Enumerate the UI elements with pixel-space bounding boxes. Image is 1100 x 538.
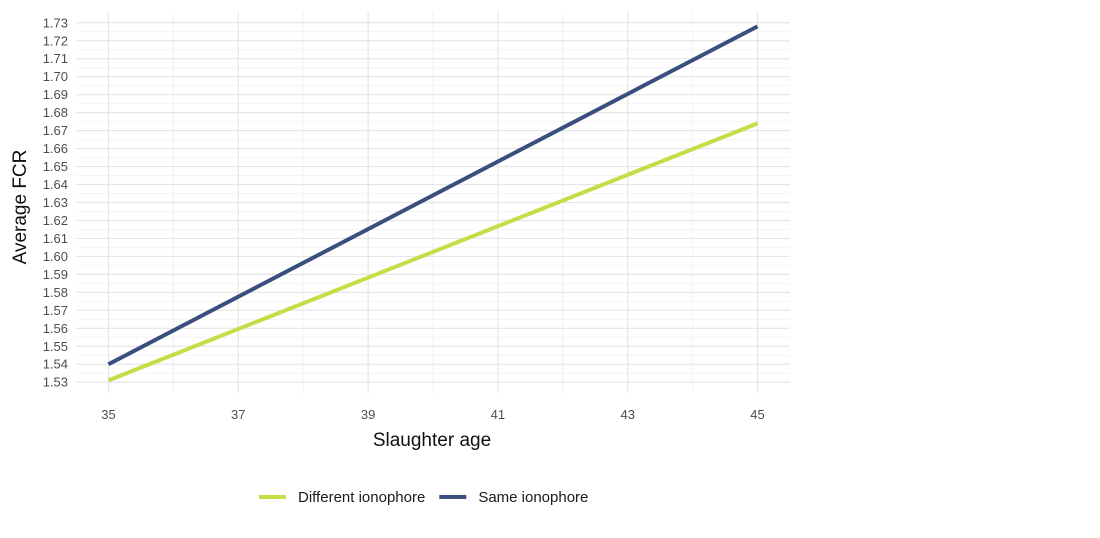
y-tick-label: 1.69 <box>43 87 68 102</box>
x-axis-title: Slaughter age <box>373 430 491 451</box>
legend-label-0: Different ionophore <box>298 489 425 506</box>
y-tick-label: 1.59 <box>43 267 68 282</box>
y-tick-label: 1.68 <box>43 105 68 120</box>
y-tick-label: 1.64 <box>43 177 68 192</box>
minor-gridlines <box>76 12 790 393</box>
y-tick-label: 1.53 <box>43 375 68 390</box>
major-gridlines <box>76 12 790 393</box>
y-tick-label: 1.71 <box>43 51 68 66</box>
y-tick-label: 1.57 <box>43 303 68 318</box>
legend: Different ionophore Same ionophore <box>259 489 588 506</box>
y-tick-label: 1.67 <box>43 123 68 138</box>
series-line-0 <box>107 121 759 383</box>
x-tick-label: 43 <box>620 407 634 422</box>
x-axis-tick-labels: 35 37 39 41 43 45 <box>101 407 765 422</box>
series-lines <box>107 24 759 383</box>
y-tick-label: 1.61 <box>43 231 68 246</box>
x-tick-label: 45 <box>750 407 764 422</box>
y-axis-title: Average FCR <box>10 150 31 265</box>
y-tick-label: 1.65 <box>43 159 68 174</box>
y-tick-label: 1.73 <box>43 15 68 30</box>
y-tick-label: 1.72 <box>43 33 68 48</box>
x-tick-label: 39 <box>361 407 375 422</box>
y-tick-label: 1.58 <box>43 285 68 300</box>
x-tick-label: 41 <box>491 407 505 422</box>
y-tick-label: 1.54 <box>43 357 68 372</box>
y-tick-label: 1.60 <box>43 249 68 264</box>
y-tick-label: 1.66 <box>43 141 68 156</box>
series-line-1 <box>107 24 759 367</box>
y-tick-label: 1.63 <box>43 195 68 210</box>
x-tick-label: 37 <box>231 407 245 422</box>
y-tick-label: 1.62 <box>43 213 68 228</box>
y-tick-label: 1.70 <box>43 69 68 84</box>
x-tick-label: 35 <box>101 407 115 422</box>
y-tick-label: 1.56 <box>43 321 68 336</box>
legend-label-1: Same ionophore <box>478 489 588 506</box>
y-axis-tick-labels: 1.53 1.54 1.55 1.56 1.57 1.58 1.59 1.60 1.61 1.62… <box>43 15 68 389</box>
y-tick-label: 1.55 <box>43 339 68 354</box>
